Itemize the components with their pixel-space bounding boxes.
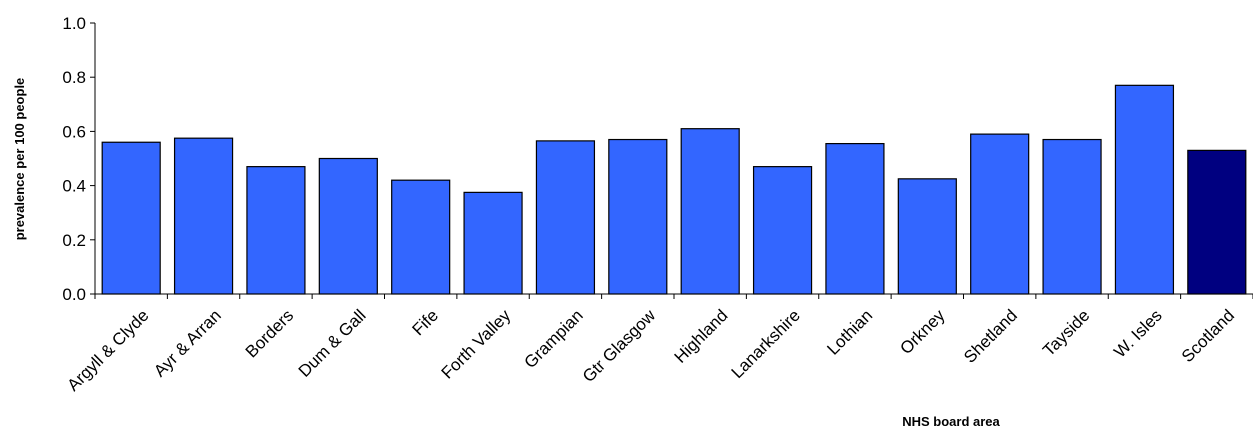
bar-argyll-clyde: [101, 141, 161, 295]
x-category-label: Highland: [671, 306, 732, 367]
bars-group: [101, 84, 1247, 295]
x-category-label: W. Isles: [1110, 306, 1166, 362]
x-category-label: Ayr & Arran: [150, 306, 225, 381]
x-category-label: Fife: [409, 306, 442, 339]
x-category-label: Lanarkshire: [728, 306, 804, 382]
bar-w-isles: [1114, 84, 1175, 295]
x-category-label: Borders: [242, 306, 298, 362]
y-tick-label: 0.8: [62, 68, 86, 87]
x-category-label: Grampian: [521, 306, 587, 372]
x-category-label: Gtr Glasgow: [579, 305, 660, 386]
bar-ayr-arran: [173, 137, 234, 295]
bar-lothian: [825, 142, 885, 295]
bar-borders: [246, 166, 306, 295]
bar-tayside: [1042, 138, 1102, 295]
bar-highland: [680, 128, 740, 295]
y-tick-label: 0.2: [62, 231, 86, 250]
bar-dum-gall: [318, 157, 378, 295]
y-axis-title: prevalence per 100 people: [12, 78, 27, 241]
x-category-label: Scotland: [1178, 306, 1238, 366]
x-category-label: Orkney: [896, 306, 949, 359]
y-tick-label: 0.6: [62, 122, 86, 141]
bar-scotland: [1187, 149, 1247, 295]
x-category-label: Argyll & Clyde: [64, 306, 153, 395]
bar-grampian: [535, 140, 596, 295]
x-axis-title: NHS board area: [902, 414, 1000, 429]
bar-shetland: [970, 133, 1030, 295]
bar-forth-valley: [463, 191, 523, 295]
bar-fife: [391, 179, 451, 295]
x-category-label: Forth Valley: [438, 306, 515, 383]
y-tick-label: 0.0: [62, 285, 86, 304]
y-tick-label: 1.0: [62, 14, 86, 33]
y-tick-label: 0.4: [62, 177, 86, 196]
x-category-label: Tayside: [1039, 306, 1093, 360]
bar-gtr-glasgow: [608, 138, 668, 295]
y-ticks-group: 0.0 0.2 0.4 0.6 0.8 1.0: [62, 14, 95, 304]
bar-orkney: [897, 178, 957, 295]
x-category-label: Lothian: [823, 306, 876, 359]
x-category-label: Shetland: [960, 306, 1021, 367]
bar-lanarkshire: [752, 166, 813, 295]
x-category-label: Dum & Gall: [295, 306, 370, 381]
